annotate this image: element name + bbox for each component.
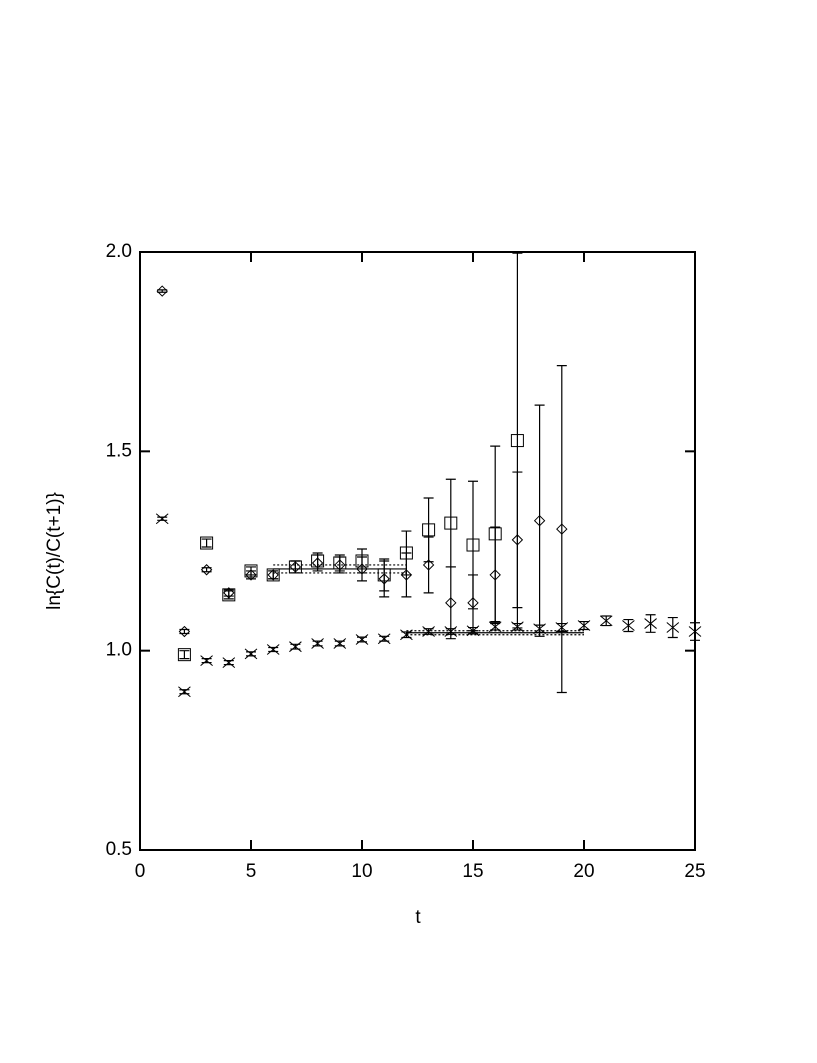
x-tick-label: 25 xyxy=(684,861,705,882)
cross-marker xyxy=(444,626,458,637)
cross-marker xyxy=(599,615,613,627)
x-tick-label: 10 xyxy=(351,861,372,882)
x-tick-label: 5 xyxy=(246,861,257,882)
cross-marker xyxy=(622,620,635,631)
error-bar xyxy=(490,445,501,623)
x-tick-label: 0 xyxy=(135,861,146,882)
diamond-marker xyxy=(422,559,435,571)
cross-marker xyxy=(355,634,369,645)
y-tick-label: 1.5 xyxy=(106,440,132,461)
error-bar xyxy=(334,554,345,572)
error-bar xyxy=(179,650,190,660)
square-marker xyxy=(377,568,391,582)
square-marker xyxy=(200,536,214,550)
x-axis-label: t xyxy=(415,907,421,928)
cross-marker xyxy=(688,626,702,637)
y-axis-label: ln{C(t)/C(t+1)} xyxy=(44,492,65,610)
square-marker xyxy=(488,527,502,541)
plot-frame xyxy=(139,251,696,851)
cross-marker xyxy=(266,644,280,655)
cross-marker xyxy=(488,621,502,633)
cross-marker xyxy=(289,641,302,653)
square-marker xyxy=(399,546,413,560)
error-bar xyxy=(246,566,256,576)
cross-marker xyxy=(244,648,258,660)
cross-marker xyxy=(400,629,413,641)
square-marker xyxy=(333,556,347,570)
error-bar xyxy=(556,365,567,694)
error-bar xyxy=(268,570,279,580)
diamond-marker xyxy=(445,597,457,609)
error-bar xyxy=(223,590,234,600)
square-marker xyxy=(222,588,236,602)
error-bar xyxy=(512,252,523,629)
error-bar xyxy=(423,497,434,563)
cross-marker xyxy=(311,638,324,649)
cross-marker xyxy=(155,513,169,525)
cross-marker xyxy=(333,638,347,649)
error-bar xyxy=(379,558,390,592)
square-marker xyxy=(510,434,524,448)
x-tick-label: 20 xyxy=(573,861,594,882)
cross-marker xyxy=(644,618,657,629)
diamond-marker xyxy=(156,285,168,297)
error-bar xyxy=(468,480,478,610)
error-bar xyxy=(290,560,301,574)
cross-marker xyxy=(533,623,546,635)
square-marker xyxy=(422,523,436,537)
square-marker xyxy=(244,564,258,578)
cross-marker xyxy=(577,620,591,631)
cross-marker xyxy=(222,657,236,669)
y-tick-label: 1.0 xyxy=(106,640,132,661)
diamond-marker xyxy=(400,569,413,581)
square-marker xyxy=(355,554,369,568)
square-marker xyxy=(444,516,458,530)
cross-marker xyxy=(200,655,213,667)
square-marker xyxy=(177,648,191,662)
cross-marker xyxy=(666,622,680,633)
error-bar xyxy=(312,552,323,570)
x-tick-label: 15 xyxy=(462,861,483,882)
cross-marker xyxy=(555,622,569,633)
error-bar xyxy=(534,404,545,637)
y-tick-label: 2.0 xyxy=(106,241,132,262)
error-bar xyxy=(445,566,456,640)
error-bar xyxy=(401,530,412,576)
cross-marker xyxy=(466,625,480,637)
diamond-marker xyxy=(533,514,546,527)
square-marker xyxy=(288,560,302,574)
cross-marker xyxy=(377,633,391,645)
diamond-marker xyxy=(178,625,191,638)
y-tick-label: 0.5 xyxy=(106,839,132,860)
error-bar xyxy=(445,478,456,568)
error-bar xyxy=(201,538,212,548)
diamond-marker xyxy=(556,523,568,535)
square-marker xyxy=(466,538,480,552)
cross-marker xyxy=(511,621,524,633)
error-bar xyxy=(357,548,367,574)
square-marker xyxy=(311,554,325,568)
square-marker xyxy=(266,568,280,582)
cross-marker xyxy=(422,626,435,637)
diamond-marker xyxy=(200,564,213,576)
cross-marker xyxy=(178,686,191,698)
diamond-marker xyxy=(245,569,257,581)
diamond-marker xyxy=(267,569,279,581)
